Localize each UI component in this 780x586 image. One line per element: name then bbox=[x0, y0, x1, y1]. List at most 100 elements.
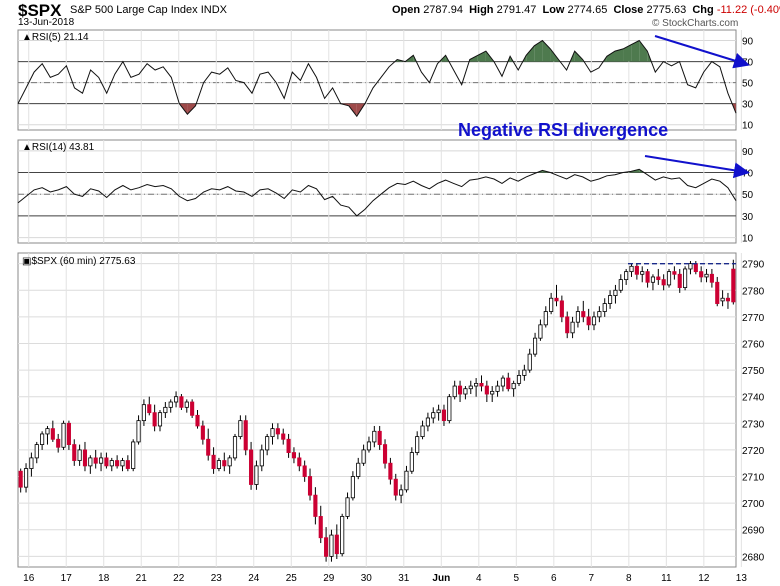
x-tick-label: 23 bbox=[211, 573, 223, 584]
candle-body bbox=[232, 436, 238, 459]
price-ytick: 2730 bbox=[742, 419, 765, 430]
symbol-label: $SPX bbox=[18, 1, 62, 20]
candle-body bbox=[468, 385, 473, 390]
candle-body bbox=[382, 444, 388, 464]
candle-body bbox=[45, 428, 50, 435]
candle-body bbox=[206, 438, 211, 456]
rsi5-panel-ytick: 50 bbox=[742, 79, 754, 90]
candle-body bbox=[174, 396, 179, 403]
price-ytick: 2750 bbox=[742, 366, 765, 377]
candle-body bbox=[104, 457, 109, 467]
candle-body bbox=[522, 369, 527, 376]
candle-body bbox=[677, 273, 682, 288]
index-name: S&P 500 Large Cap Index INDX bbox=[70, 4, 227, 16]
close-label: Close bbox=[613, 4, 644, 16]
candle-body bbox=[441, 409, 447, 422]
candle-body bbox=[125, 460, 130, 469]
rsi5-panel-line bbox=[17, 39, 737, 118]
candle-body bbox=[216, 460, 221, 469]
x-tick-label: 31 bbox=[398, 573, 410, 584]
candle-body bbox=[709, 273, 714, 283]
rsi5-panel-ytick: 90 bbox=[742, 37, 754, 48]
candle-body bbox=[415, 436, 420, 453]
candle-body bbox=[581, 311, 586, 318]
candle-body bbox=[152, 412, 157, 427]
x-tick-label: 4 bbox=[476, 573, 482, 584]
ohlc-readout: Open 2787.94 High 2791.47 Low 2774.65 Cl… bbox=[392, 4, 780, 16]
rsi5-panel-extreme-fill bbox=[477, 51, 486, 62]
candle-body bbox=[109, 460, 114, 467]
candle-body bbox=[570, 321, 575, 334]
candle-body bbox=[163, 406, 168, 414]
price-ytick: 2700 bbox=[742, 499, 765, 510]
x-tick-label: 11 bbox=[661, 573, 672, 584]
candle-body bbox=[275, 428, 280, 435]
candle-body bbox=[693, 263, 698, 273]
candle-body bbox=[345, 497, 350, 517]
rsi14-panel-line bbox=[17, 168, 737, 217]
candle-body bbox=[66, 422, 71, 445]
candle-body bbox=[495, 385, 500, 392]
candle-body bbox=[586, 316, 591, 326]
candle-body bbox=[474, 382, 479, 387]
candle-body bbox=[731, 268, 736, 303]
candle-body bbox=[506, 377, 511, 390]
rsi5-panel-title: ▲RSI(5) 21.14 bbox=[22, 32, 89, 43]
rsi14-panel-title: ▲RSI(14) 43.81 bbox=[22, 142, 95, 153]
price-ytick: 2720 bbox=[742, 446, 765, 457]
candle-body bbox=[457, 385, 463, 395]
high-label: High bbox=[469, 4, 494, 16]
candle-body bbox=[436, 409, 441, 414]
rsi5-panel-extreme-fill bbox=[614, 48, 624, 62]
rsi5-panel-ytick: 10 bbox=[742, 121, 754, 132]
chart-header: $SPX S&P 500 Large Cap Index INDX 13-Jun… bbox=[0, 0, 780, 30]
candle-body bbox=[200, 425, 205, 440]
rsi14-panel-ytick: 30 bbox=[742, 212, 754, 223]
candle-body bbox=[597, 311, 602, 318]
candle-body bbox=[313, 494, 318, 517]
candle-body bbox=[93, 457, 98, 464]
low-label: Low bbox=[542, 4, 565, 16]
x-tick-label: 17 bbox=[61, 573, 73, 584]
candle-body bbox=[377, 430, 382, 445]
candle-body bbox=[372, 430, 377, 443]
price-ytick: 2680 bbox=[742, 552, 765, 563]
rsi14-panel-ytick: 10 bbox=[742, 234, 754, 245]
candle-body bbox=[661, 279, 666, 286]
candle-body bbox=[516, 375, 522, 384]
candle-body bbox=[72, 444, 77, 461]
x-tick-label: 21 bbox=[136, 573, 148, 584]
candle-body bbox=[608, 295, 613, 304]
candle-body bbox=[393, 478, 398, 496]
candle-body bbox=[98, 457, 104, 464]
candle-body bbox=[479, 382, 484, 387]
index-full-name: S&P 500 Large Cap Index bbox=[70, 4, 198, 16]
candle-body bbox=[388, 462, 393, 480]
price-panel-title: ▣$SPX (60 min) 2775.63 bbox=[22, 256, 136, 267]
candle-body bbox=[527, 353, 532, 371]
x-tick-label: 6 bbox=[551, 573, 557, 584]
open-value: 2787.94 bbox=[423, 4, 463, 16]
candle-body bbox=[77, 449, 82, 461]
rsi14-panel-ytick: 70 bbox=[742, 169, 754, 180]
candle-body bbox=[281, 433, 286, 440]
candle-body bbox=[361, 449, 366, 464]
candle-body bbox=[543, 311, 548, 326]
candle-body bbox=[179, 396, 184, 408]
price-ytick: 2710 bbox=[742, 473, 765, 484]
candle-body bbox=[34, 444, 39, 459]
price-ytick: 2770 bbox=[742, 313, 765, 324]
x-tick-label: 24 bbox=[248, 573, 260, 584]
high-value: 2791.47 bbox=[496, 4, 537, 16]
rsi14-panel-frame bbox=[17, 139, 737, 244]
candle-body bbox=[243, 420, 248, 451]
candle-body bbox=[683, 268, 688, 288]
candle-body bbox=[157, 412, 163, 427]
rsi5-panel-extreme-fill bbox=[639, 40, 648, 62]
candle-body bbox=[249, 449, 254, 485]
candle-body bbox=[18, 470, 23, 488]
candle-body bbox=[168, 401, 173, 408]
candle-body bbox=[688, 263, 693, 270]
candle-body bbox=[259, 449, 264, 467]
candle-body bbox=[404, 470, 409, 491]
